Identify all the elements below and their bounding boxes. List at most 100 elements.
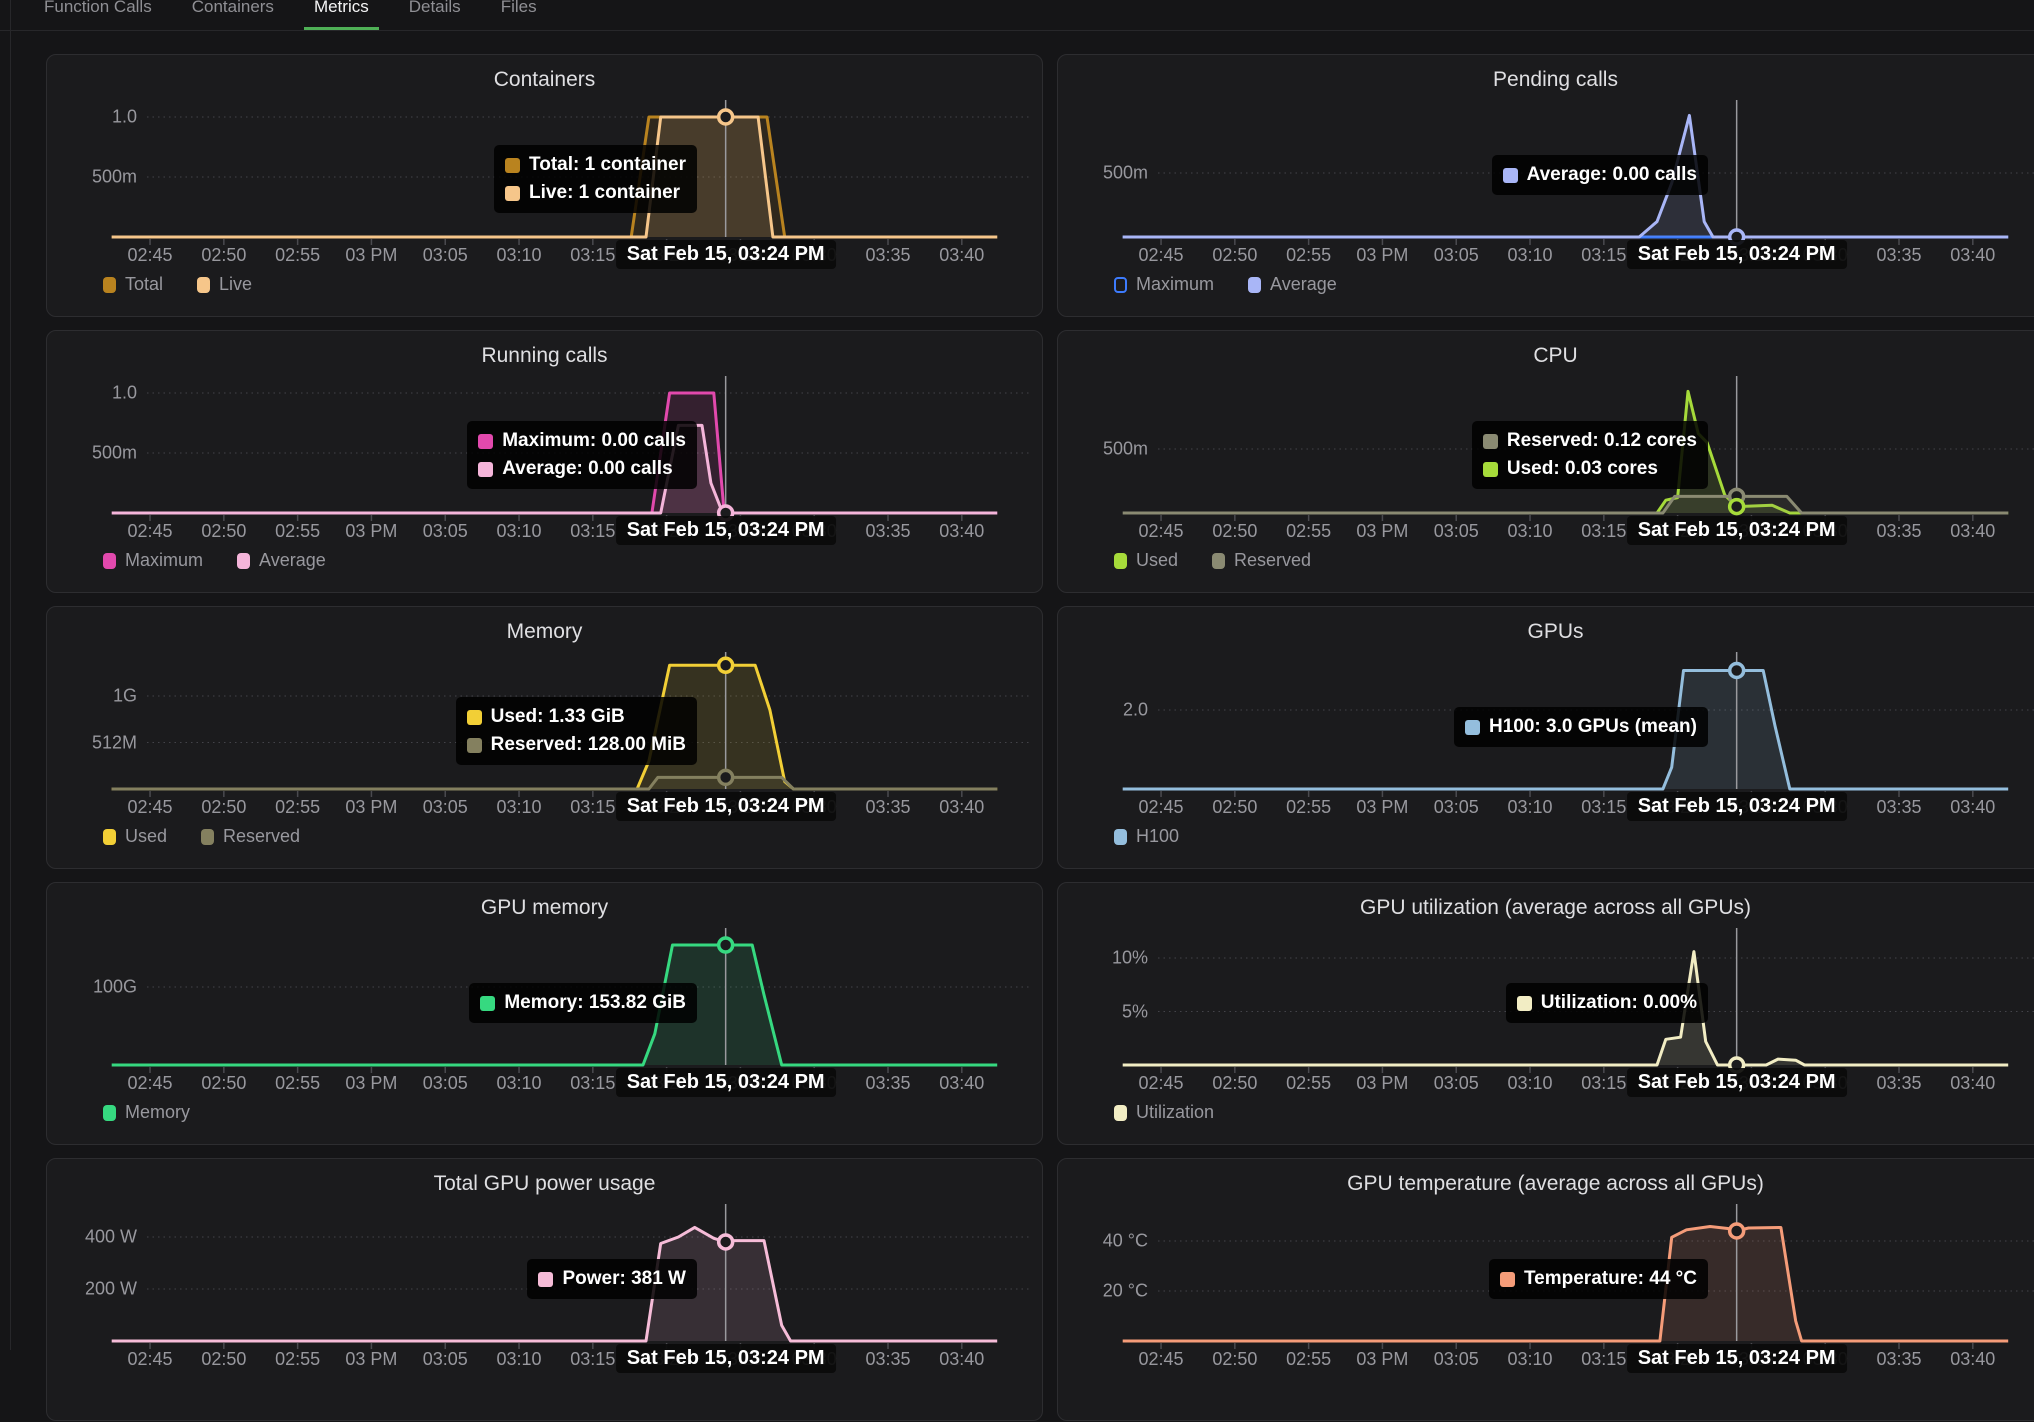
series-line-live [111,115,998,239]
tooltip-swatch [1464,719,1480,735]
date-tooltip: Sat Feb 15, 03:24 PM [1626,1344,1847,1373]
hover-tooltip: Total: 1 container Live: 1 container [494,145,697,213]
tab-bar: Function Calls Containers Metrics Details Fi… [11,0,2034,30]
hover-tooltip: Temperature: 44 °C [1488,1259,1708,1299]
x-axis-label: 03:40 [939,797,985,817]
legend-label: Average [259,550,326,570]
tooltip-text: Power: 381 W [562,1268,686,1289]
chart-title: CPU [1533,344,1578,367]
x-axis-label: 02:55 [275,797,321,817]
series-fill-total [111,117,998,237]
chart-panel: GPU utilization (average across all GPUs… [1057,882,2034,1145]
x-axis-label: 03:15 [570,245,616,265]
y-axis-label: 200 W [84,1278,137,1299]
chart-plot[interactable] [47,883,1042,1146]
chart-plot[interactable] [1058,607,2034,870]
x-axis-label: 02:45 [127,797,173,817]
x-axis-label: 03:35 [1876,1073,1922,1093]
tab-containers[interactable]: Containers [182,0,284,30]
tooltip-text: Temperature: 44 °C [1523,1268,1697,1289]
x-axis-label: 03:40 [1950,1349,1996,1369]
chart-plot[interactable] [1058,883,2034,1146]
x-axis-label: 02:45 [127,521,173,541]
crosshair-marker [716,1233,735,1251]
x-axis-label: 03:05 [422,797,468,817]
tooltip-row: Used: 0.03 cores [1482,455,1697,483]
chart-panel: Total GPU power usage 400 W 200 W 02:45 02:5… [46,1158,1043,1421]
tab-files[interactable]: Files [491,0,547,30]
chart-plot[interactable] [1058,1159,2034,1422]
legend-item-maximum[interactable]: Maximum [103,550,203,571]
x-axis-label: 02:45 [127,245,173,265]
chart-plot[interactable] [47,55,1042,318]
legend-item-maximum[interactable]: Maximum [1114,274,1214,295]
legend-item-used[interactable]: Used [103,826,167,847]
x-axis-label: 03:10 [496,1073,542,1093]
legend-swatch [1114,276,1127,293]
legend-item-live[interactable]: Live [197,274,252,295]
series-line-memory [111,943,998,1067]
legend-item-average[interactable]: Average [237,550,326,571]
y-axis-label: 20 °C [1102,1280,1148,1301]
legend-item-total[interactable]: Total [103,274,163,295]
x-axis-label: 02:45 [127,1073,173,1093]
hover-tooltip: Memory: 153.82 GiB [469,983,697,1023]
tooltip-text: Used: 1.33 GiB [490,706,625,727]
legend-item-utilization[interactable]: Utilization [1114,1102,1214,1123]
x-axis-label: 03:40 [1950,797,1996,817]
crosshair-marker [716,768,735,787]
x-axis-label: 03:35 [1876,245,1922,265]
tab-details[interactable]: Details [399,0,471,30]
x-axis-label: 03:05 [1433,1073,1479,1093]
left-border [10,0,11,1350]
y-axis-label: 1G [112,685,137,706]
tooltip-swatch [1482,461,1498,477]
y-axis-label: 500m [1102,438,1148,459]
legend-item-h100[interactable]: H100 [1114,826,1179,847]
date-tooltip: Sat Feb 15, 03:24 PM [1626,240,1847,269]
y-axis-label: 500m [91,166,137,187]
legend-label: Total [125,274,164,294]
x-axis-label: 03:10 [1507,1073,1553,1093]
x-axis-label: 02:55 [275,245,321,265]
x-axis-label: 02:55 [1286,797,1332,817]
x-axis-label: 03:40 [1950,245,1996,265]
x-axis-label: 03 PM [1356,1073,1409,1093]
legend-label: Maximum [1136,274,1215,294]
chart-plot[interactable] [1058,55,2034,318]
tabbar-divider [0,30,2034,31]
tooltip-swatch [478,433,494,449]
y-axis-label: 512M [91,732,137,752]
chart-panel: CPU 500m 02:45 02:50 02:55 03 PM 03:05 03:10 03:… [1057,330,2034,593]
legend-item-used[interactable]: Used [1114,550,1178,571]
chart-plot[interactable] [47,607,1042,870]
legend-item-memory[interactable]: Memory [103,1102,190,1123]
legend-label: Used [125,826,168,846]
chart-panel: GPU memory 100G 02:45 02:50 02:55 03 PM 03:05 0… [46,882,1043,1145]
legend-item-reserved[interactable]: Reserved [201,826,300,847]
x-axis-label: 03:35 [865,1073,911,1093]
tab-label: Function Calls [44,0,152,16]
legend-label: Memory [125,1102,191,1122]
crosshair-marker [1727,1222,1746,1240]
tab-label: Details [408,0,461,16]
x-axis-label: 02:50 [1212,521,1258,541]
y-axis-label: 500m [1102,162,1148,183]
tab-function-calls[interactable]: Function Calls [34,0,162,30]
legend-swatch [201,828,215,845]
tooltip-text: Total: 1 container [529,154,686,175]
legend-item-reserved[interactable]: Reserved [1212,550,1311,571]
x-axis-label: 03:10 [1507,521,1553,541]
charts-grid: Containers 1.0 500m 02:45 02:50 02:55 03 PM 03:… [46,54,2034,1421]
legend-item-average[interactable]: Average [1248,274,1337,295]
chart-title: Running calls [481,344,608,367]
y-axis-label: 2.0 [1122,699,1148,720]
tab-metrics[interactable]: Metrics [303,0,379,30]
chart-legend: Total Live [103,274,252,295]
x-axis-label: 03:10 [496,245,542,265]
tooltip-swatch [1482,433,1498,449]
tooltip-text: Used: 0.03 cores [1506,458,1658,479]
legend-label: Maximum [125,550,204,570]
legend-swatch [1114,1104,1127,1121]
y-axis-label: 5% [1121,1001,1148,1021]
